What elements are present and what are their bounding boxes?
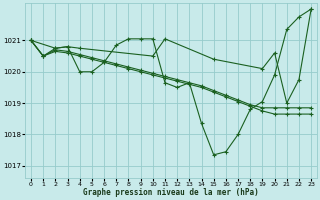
- X-axis label: Graphe pression niveau de la mer (hPa): Graphe pression niveau de la mer (hPa): [83, 188, 259, 197]
